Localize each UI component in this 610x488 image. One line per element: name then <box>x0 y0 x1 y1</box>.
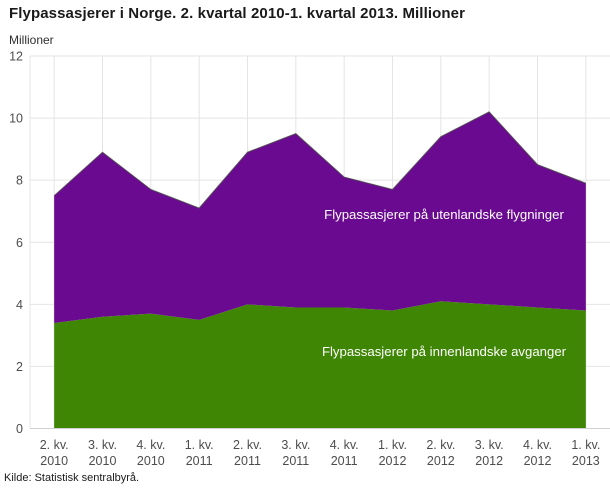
x-tick-label: 2. kv. 2012 <box>426 438 455 468</box>
source-note: Kilde: Statistisk sentralbyrå. <box>4 472 140 484</box>
area-utenlandske-flygninger <box>54 111 586 323</box>
x-tick-label: 1. kv. 2012 <box>378 438 407 468</box>
y-tick-label: 2 <box>16 360 23 374</box>
x-tick-label: 2. kv. 2011 <box>233 438 262 468</box>
y-axis-unit-label: Millioner <box>9 33 54 47</box>
y-tick-label: 8 <box>16 174 23 188</box>
x-tick-label: 4. kv. 2010 <box>136 438 165 468</box>
y-tick-label: 4 <box>16 298 23 312</box>
x-tick-label: 1. kv. 2011 <box>185 438 214 468</box>
x-tick-label: 3. kv. 2011 <box>281 438 310 468</box>
area-innenlandske-avganger <box>54 301 586 429</box>
stacked-total-outline <box>53 111 587 209</box>
y-tick-label: 12 <box>9 50 23 64</box>
x-tick-label: 4. kv. 2011 <box>330 438 359 468</box>
y-tick-label: 6 <box>16 236 23 250</box>
chart-title: Flypassasjerer i Norge. 2. kvartal 2010-… <box>9 5 466 22</box>
x-tick-label: 2. kv. 2010 <box>40 438 69 468</box>
series-label-innenlandske-avganger: Flypassasjerer på innenlandske avganger <box>322 344 567 359</box>
x-tick-label: 1. kv. 2013 <box>571 438 600 468</box>
x-tick-label: 3. kv. 2012 <box>475 438 504 468</box>
series-label-utenlandske-flygninger: Flypassasjerer på utenlandske flygninger <box>324 207 564 222</box>
y-tick-label: 10 <box>9 112 23 126</box>
x-tick-label: 4. kv. 2012 <box>523 438 552 468</box>
x-tick-label: 3. kv. 2010 <box>88 438 117 468</box>
y-tick-label: 0 <box>16 422 23 436</box>
